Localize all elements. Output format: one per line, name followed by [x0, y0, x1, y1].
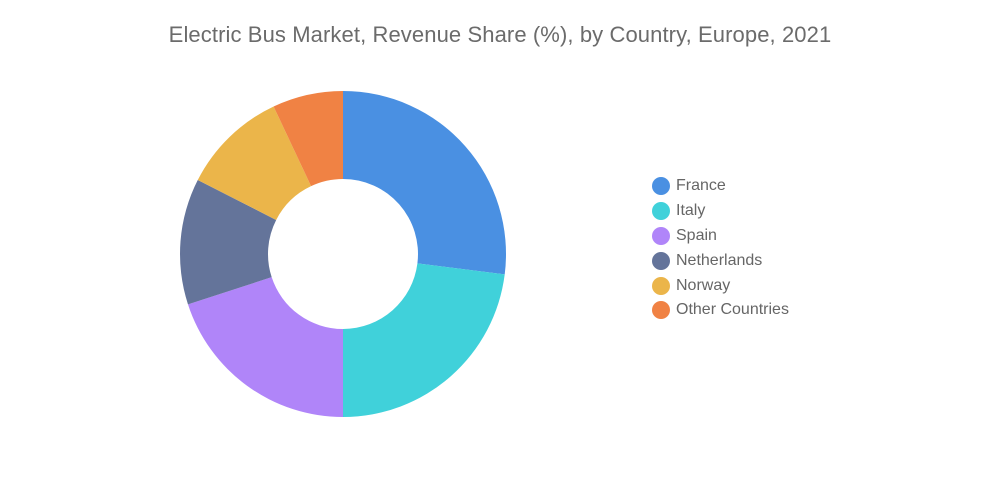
- legend-swatch: [652, 226, 670, 245]
- legend-label: Norway: [676, 276, 731, 294]
- slice-norway[interactable]: [197, 106, 312, 220]
- legend-item-netherlands[interactable]: Netherlands: [652, 248, 789, 273]
- slice-france[interactable]: [343, 91, 506, 275]
- legend-label: Spain: [676, 226, 717, 244]
- chart-title: Electric Bus Market, Revenue Share (%), …: [168, 22, 832, 47]
- legend-item-france[interactable]: France: [652, 174, 789, 199]
- legend-swatch: [652, 276, 670, 295]
- legend-swatch: [652, 301, 670, 320]
- legend-item-other-countries[interactable]: Other Countries: [652, 298, 789, 323]
- legend-label: Italy: [676, 202, 706, 220]
- legend-item-italy[interactable]: Italy: [652, 199, 789, 224]
- legend-swatch: [652, 177, 670, 196]
- chart-legend: France Italy Spain Netherlands Norway Other C…: [652, 174, 789, 323]
- legend-item-norway[interactable]: Norway: [652, 273, 789, 298]
- legend-item-spain[interactable]: Spain: [652, 224, 789, 249]
- donut-slices: [179, 91, 506, 417]
- slice-netherlands[interactable]: [179, 179, 277, 305]
- legend-swatch: [652, 202, 670, 221]
- slice-spain[interactable]: [187, 277, 343, 417]
- legend-label: Other Countries: [676, 301, 789, 319]
- slice-italy[interactable]: [343, 263, 505, 417]
- legend-label: Netherlands: [676, 251, 763, 269]
- legend-label: France: [676, 177, 726, 195]
- slice-other-countries[interactable]: [273, 91, 343, 187]
- legend-swatch: [652, 251, 670, 270]
